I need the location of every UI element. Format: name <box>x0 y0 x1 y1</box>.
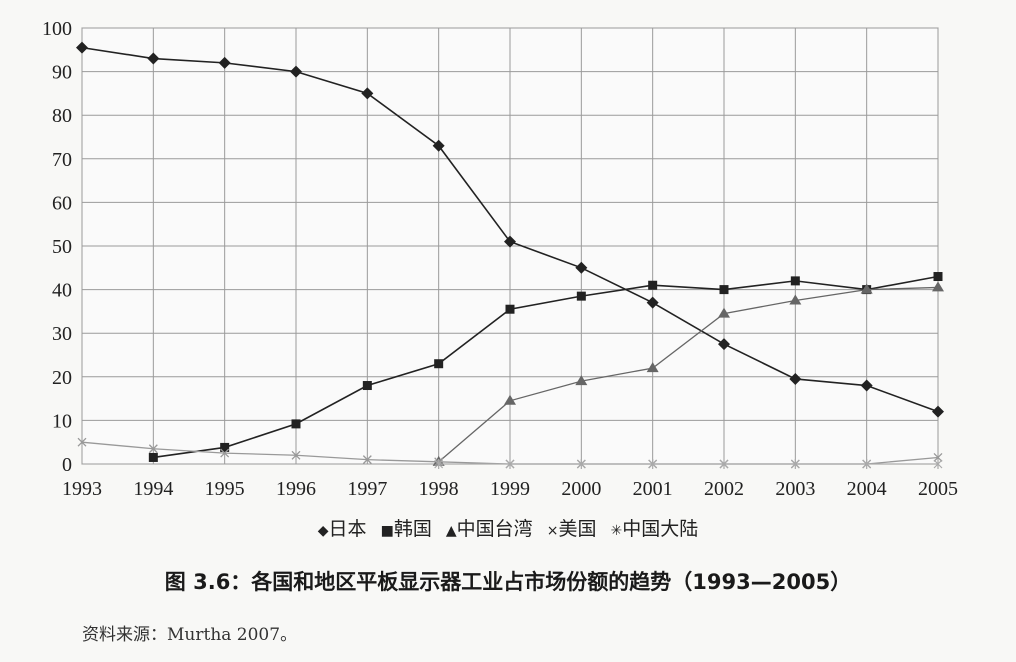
data-point-cross <box>291 450 301 460</box>
data-point-star <box>576 459 586 469</box>
data-point-square <box>505 304 515 314</box>
data-point-cross <box>220 448 230 458</box>
data-point-square <box>291 419 301 429</box>
chart-legend: ◆日本 ■韩国 ▲中国台湾 ×美国 ✳中国大陆 <box>0 514 1016 541</box>
x-tick-label: 2005 <box>918 478 958 500</box>
data-point-cross <box>148 444 158 454</box>
x-tick-label: 2004 <box>847 478 887 500</box>
y-tick-label: 60 <box>52 192 72 214</box>
x-tick-label: 2001 <box>633 478 673 500</box>
data-point-diamond <box>76 41 88 54</box>
legend-item-usa: ×美国 <box>546 518 597 540</box>
data-point-square <box>434 359 444 369</box>
y-tick-label: 30 <box>52 323 72 345</box>
data-point-cross <box>77 437 87 447</box>
data-point-star <box>719 459 729 469</box>
x-tick-label: 1993 <box>62 478 102 500</box>
data-point-square <box>790 276 800 286</box>
legend-item-taiwan: ▲中国台湾 <box>445 518 533 540</box>
data-point-triangle <box>575 375 588 386</box>
y-tick-label: 0 <box>62 454 72 476</box>
legend-item-japan: ◆日本 <box>317 518 367 540</box>
data-point-star <box>862 459 872 469</box>
data-point-triangle <box>932 281 944 292</box>
data-point-square <box>648 280 658 290</box>
data-point-square <box>576 291 586 301</box>
x-tick-label: 1999 <box>490 478 530 500</box>
line-chart: 0 10 20 30 40 50 60 70 80 90 100 1993 1994 1995 1996 19… <box>42 18 958 500</box>
y-tick-label: 70 <box>52 149 72 171</box>
data-point-square <box>719 285 729 295</box>
data-point-star <box>505 459 515 469</box>
y-tick-label: 10 <box>52 410 72 432</box>
x-tick-label: 2003 <box>775 478 815 500</box>
source-note: 资料来源：Murtha 2007。 <box>82 625 298 645</box>
data-point-diamond <box>218 56 231 69</box>
x-tick-label: 1995 <box>205 478 245 500</box>
data-point-diamond <box>575 261 588 274</box>
y-tick-label: 20 <box>52 367 72 389</box>
y-tick-label: 100 <box>42 18 72 40</box>
x-tick-label: 1996 <box>276 478 316 500</box>
data-point-star <box>434 459 444 469</box>
data-point-square <box>148 452 158 462</box>
x-tick-label: 1994 <box>133 478 173 500</box>
data-point-diamond <box>361 87 374 100</box>
data-point-diamond <box>432 139 445 152</box>
legend-item-korea: ■韩国 <box>380 518 432 540</box>
y-tick-label: 50 <box>52 236 72 258</box>
data-point-star <box>790 459 800 469</box>
series-line <box>153 275 939 459</box>
data-point-triangle <box>860 283 873 294</box>
data-point-triangle <box>789 294 802 305</box>
data-point-square <box>220 442 230 452</box>
y-tick-label: 40 <box>52 280 72 302</box>
data-point-diamond <box>789 372 802 385</box>
data-point-diamond <box>860 379 873 392</box>
data-point-diamond <box>290 65 302 78</box>
data-point-star <box>933 459 943 469</box>
legend-item-mainland-china: ✳中国大陆 <box>610 518 699 540</box>
y-tick-label: 80 <box>52 105 72 127</box>
data-point-triangle <box>646 362 659 373</box>
x-tick-label: 2000 <box>561 478 601 500</box>
data-point-diamond <box>147 52 160 65</box>
data-point-square <box>933 272 943 282</box>
data-point-square <box>362 381 372 391</box>
x-tick-label: 2002 <box>704 478 744 500</box>
data-point-diamond <box>718 338 730 351</box>
x-tick-label: 1998 <box>419 478 459 500</box>
data-point-star <box>648 459 658 469</box>
data-point-triangle <box>718 307 730 318</box>
x-tick-label: 1997 <box>347 478 387 500</box>
data-point-cross <box>933 453 943 462</box>
data-point-diamond <box>646 296 659 309</box>
y-tick-label: 90 <box>52 62 72 84</box>
data-point-cross <box>362 455 372 465</box>
data-point-diamond <box>504 235 516 248</box>
data-point-triangle <box>504 394 516 405</box>
series-line <box>438 286 939 463</box>
data-point-diamond <box>932 405 944 418</box>
figure-caption: 图 3.6：各国和地区平板显示器工业占市场份额的趋势（1993—2005） <box>164 570 852 594</box>
